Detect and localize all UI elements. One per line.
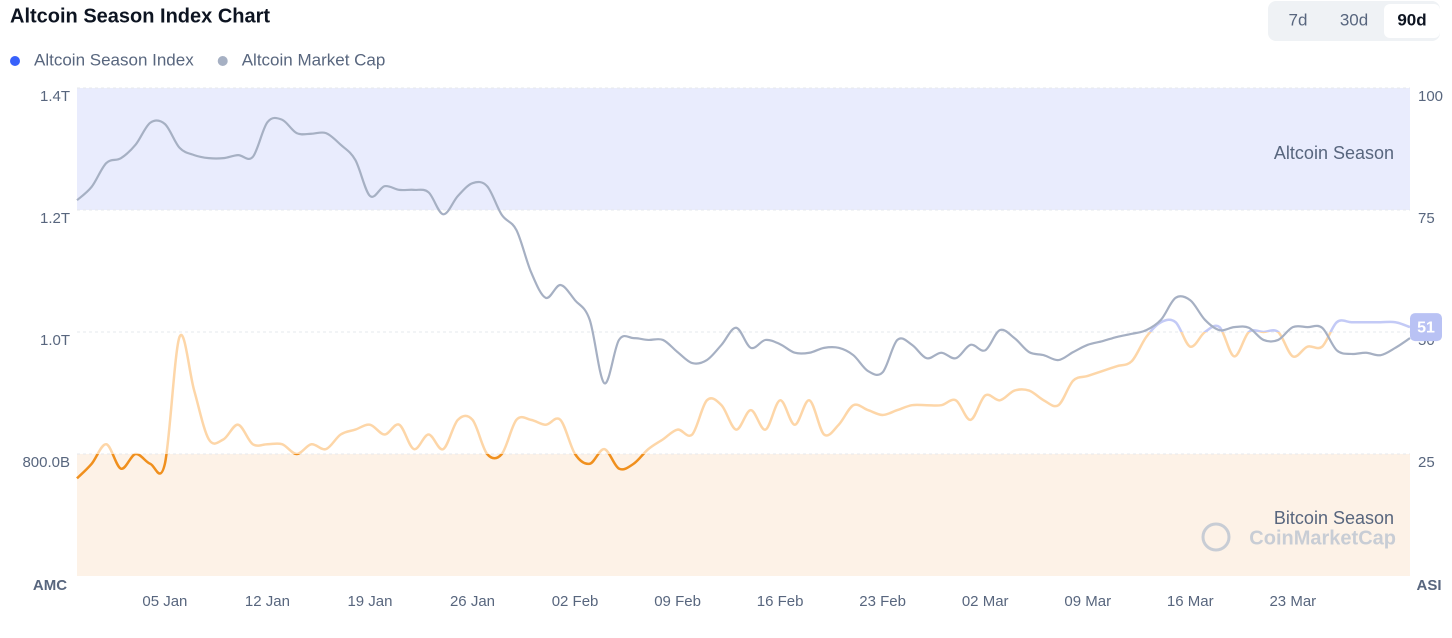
legend-label[interactable]: Altcoin Market Cap [242,50,386,69]
x-tick-label: 23 Feb [859,593,906,610]
series-line [76,318,1411,480]
range-button[interactable]: 30d [1340,10,1368,29]
x-tick-label: 12 Jan [245,593,290,610]
x-tick-label: 23 Mar [1269,593,1316,610]
legend-dot [217,56,228,66]
y-tick-label: 1.0T [40,332,70,349]
y-axis-title: AMC [33,577,67,594]
y-tick-label: 1.2T [40,210,70,227]
range-button[interactable]: 7d [1289,10,1308,29]
x-tick-label: 26 Jan [450,593,495,610]
x-tick-label: 02 Mar [962,593,1009,610]
watermark: CoinMarketCap [1249,527,1396,549]
legend-dot [10,56,20,66]
y2-tick-label: 25 [1418,454,1435,471]
series-line [76,116,1411,385]
chart-title: Altcoin Season Index Chart [10,5,270,27]
watermark-logo [1201,522,1231,552]
x-tick-label: 09 Feb [654,593,701,610]
zone-label: Bitcoin Season [1274,508,1394,528]
x-tick-label: 16 Mar [1167,593,1214,610]
x-tick-label: 05 Jan [142,593,187,610]
y2-tick-label: 100 [1418,88,1443,105]
legend-label[interactable]: Altcoin Season Index [34,50,194,69]
last-value-badge [1410,313,1442,342]
y-tick-label: 800.0B [22,454,70,471]
y2-tick-label: 75 [1418,210,1435,227]
range-button[interactable]: 90d [1397,10,1426,29]
y-tick-label: 1.4T [40,88,70,105]
zone-label: Altcoin Season [1274,143,1394,163]
zone-band [77,88,1410,210]
x-tick-label: 09 Mar [1064,593,1111,610]
x-tick-label: 02 Feb [552,593,599,610]
zone-band [77,454,1410,576]
last-value-label: 51 [1417,319,1435,336]
x-tick-label: 16 Feb [757,593,804,610]
x-tick-label: 19 Jan [347,593,392,610]
y2-axis-title: ASI [1416,577,1441,594]
range-button-active [1384,4,1440,38]
